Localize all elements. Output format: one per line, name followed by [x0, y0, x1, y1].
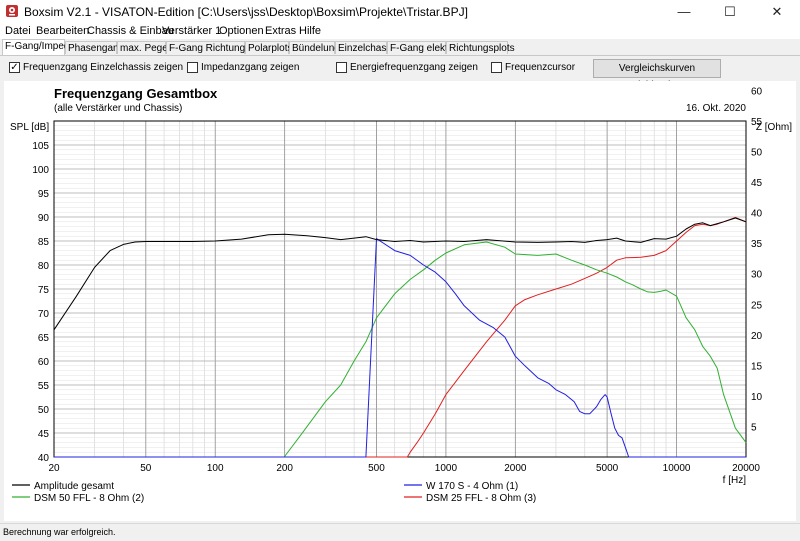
checkbox-frequenzcursor[interactable] — [491, 62, 502, 73]
menu-chassis-einbau[interactable]: Chassis & Einbau — [87, 25, 174, 37]
compare-curves-button[interactable]: Vergleichskurven einblenden — [593, 59, 721, 91]
checkbox-einzelchassis[interactable]: ✓ — [9, 62, 20, 73]
y-tick-label: 65 — [38, 333, 50, 344]
checkbox-impedanzgang[interactable] — [187, 62, 198, 73]
x-tick-label: 1000 — [435, 463, 458, 474]
x-tick-label: 20000 — [732, 463, 760, 474]
series-layer — [53, 217, 747, 458]
chart-date: 16. Okt. 2020 — [686, 103, 746, 114]
tab-fgang-elektr[interactable]: F-Gang elektr. — [387, 41, 453, 54]
y-tick-label: 80 — [38, 261, 50, 272]
y2-tick-label: 45 — [751, 178, 763, 189]
window-title: Boxsim V2.1 - VISATON-Edition [C:\Users\… — [24, 5, 468, 19]
y2-tick-label: 30 — [751, 270, 763, 281]
x-tick-label: 2000 — [504, 463, 527, 474]
series-dsm25ffl — [54, 217, 747, 458]
y-tick-label: 55 — [38, 381, 50, 392]
label-impedanzgang: Impedanzgang zeigen — [201, 62, 300, 73]
y2-tick-label: 50 — [751, 148, 763, 159]
status-bar: Berechnung war erfolgreich. — [0, 523, 800, 541]
y-tick-label: 70 — [38, 309, 50, 320]
menu-extras[interactable]: Extras — [265, 25, 297, 37]
y2-tick-label: 35 — [751, 239, 763, 250]
x-tick-label: 100 — [207, 463, 224, 474]
label-energiefrequenzgang: Energiefrequenzgang zeigen — [350, 62, 478, 73]
frequency-response-chart: 20 50 100 200 500 1000 2000 5000 10000 20000 40 45 5… — [10, 86, 792, 504]
tab-richtungsplots[interactable]: Richtungsplots — [446, 41, 515, 54]
tab-phasengang[interactable]: Phasengang — [65, 41, 124, 54]
minimize-button[interactable]: — — [677, 4, 691, 19]
series-dsm50ffl — [54, 241, 747, 458]
y-tick-label: 90 — [38, 213, 50, 224]
y-tick-label: 85 — [38, 237, 50, 248]
tab-polarplots[interactable]: Polarplots — [245, 41, 292, 54]
menu-hilfe[interactable]: Hilfe — [299, 25, 322, 37]
series-amplitude-gesamt — [53, 217, 747, 331]
y2-tick-label: 20 — [751, 331, 763, 342]
legend-label-amplitude: Amplitude gesamt — [34, 481, 114, 492]
menu-datei[interactable]: Datei — [5, 25, 31, 37]
y2-tick-label: 25 — [751, 300, 763, 311]
menu-verstaerker[interactable]: Verstärker 1 — [162, 25, 222, 37]
y2-tick-label: 5 — [751, 422, 757, 433]
menu-optionen[interactable]: Optionen — [219, 25, 264, 37]
y-axis-label: SPL [dB] — [10, 122, 49, 133]
legend-label-dsm25: DSM 25 FFL - 8 Ohm (3) — [426, 493, 536, 504]
y2-tick-label: 40 — [751, 209, 763, 220]
close-button[interactable]: ✕ — [771, 4, 783, 19]
chart-panel: 20 50 100 200 500 1000 2000 5000 10000 20000 40 45 5… — [4, 81, 796, 521]
menu-bar: Datei Bearbeiten Chassis & Einbau Verstä… — [0, 24, 800, 39]
x-tick-label: 10000 — [663, 463, 691, 474]
y-tick-label: 45 — [38, 429, 50, 440]
x-tick-label: 20 — [48, 463, 60, 474]
x-tick-label: 5000 — [596, 463, 619, 474]
x-tick-label: 50 — [140, 463, 152, 474]
label-einzelchassis: Frequenzgang Einzelchassis zeigen — [23, 62, 184, 73]
tab-fgang-imped[interactable]: F-Gang/Imped. — [2, 39, 72, 55]
checkbox-energiefrequenzgang[interactable] — [336, 62, 347, 73]
y2-tick-label: 60 — [751, 86, 763, 97]
y-tick-label: 50 — [38, 405, 50, 416]
chart-subtitle: (alle Verstärker und Chassis) — [54, 103, 182, 114]
tab-fgang-richtungen[interactable]: F-Gang Richtungen — [166, 41, 256, 54]
y-tick-label: 75 — [38, 285, 50, 296]
y-tick-label: 40 — [38, 453, 50, 464]
legend-label-w170: W 170 S - 4 Ohm (1) — [426, 481, 518, 492]
boxsim-app-icon — [6, 5, 18, 17]
x-tick-label: 200 — [276, 463, 293, 474]
y2-tick-label: 10 — [751, 392, 763, 403]
maximize-button[interactable]: ☐ — [724, 4, 736, 19]
y-tick-label: 95 — [38, 189, 50, 200]
y-tick-label: 100 — [32, 165, 49, 176]
y-tick-label: 105 — [32, 141, 49, 152]
legend-label-dsm50: DSM 50 FFL - 8 Ohm (2) — [34, 493, 144, 504]
tab-bar: F-Gang/Imped. Phasengang max. Pegel F-Ga… — [0, 39, 800, 56]
y2-tick-label: 55 — [751, 117, 763, 128]
chart-title: Frequenzgang Gesamtbox — [54, 86, 218, 101]
x-axis-label: f [Hz] — [723, 475, 747, 486]
legend: Amplitude gesamt DSM 50 FFL - 8 Ohm (2) … — [12, 481, 536, 504]
x-tick-label: 500 — [368, 463, 385, 474]
status-text: Berechnung war erfolgreich. — [3, 527, 116, 537]
y-tick-label: 60 — [38, 357, 50, 368]
tab-buendelung[interactable]: Bündelung — [289, 41, 340, 54]
series-w170s — [54, 238, 746, 458]
y2-tick-label: 15 — [751, 361, 763, 372]
label-frequenzcursor: Frequenzcursor — [505, 62, 576, 73]
menu-bearbeiten[interactable]: Bearbeiten — [36, 25, 90, 37]
title-bar: Boxsim V2.1 - VISATON-Edition [C:\Users\… — [0, 0, 800, 24]
grid-major — [53, 121, 747, 458]
y2-axis-label: Z [Ohm] — [756, 122, 792, 133]
tab-max-pegel[interactable]: max. Pegel — [117, 41, 170, 54]
tab-einzelchassis[interactable]: Einzelchassis — [335, 41, 399, 54]
ticks-layer: 20 50 100 200 500 1000 2000 5000 10000 20000 40 45 5… — [32, 86, 762, 474]
